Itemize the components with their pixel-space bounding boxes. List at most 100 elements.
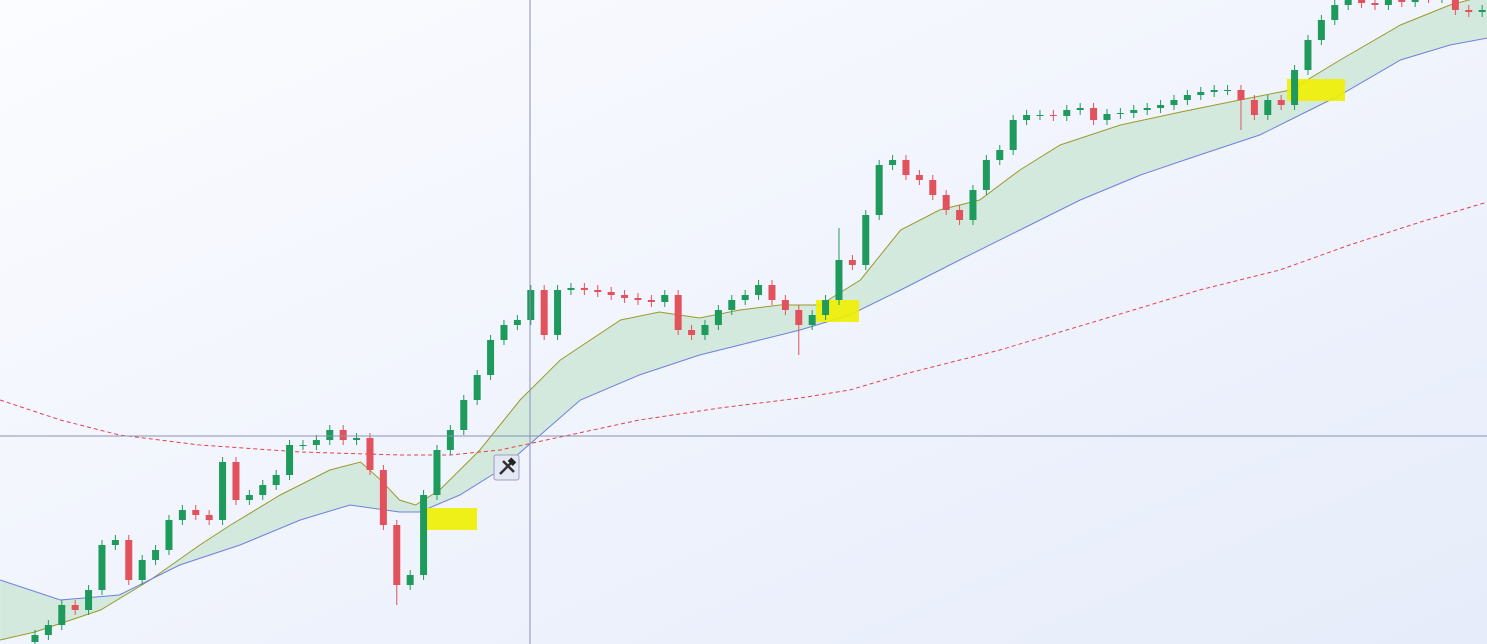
candle-body xyxy=(1411,0,1419,2)
candle-body xyxy=(1304,40,1312,70)
candle-body xyxy=(460,400,468,430)
candle-body xyxy=(915,175,923,180)
candle-body xyxy=(138,560,146,580)
candle-body xyxy=(755,285,763,295)
candle-body xyxy=(178,510,186,520)
candle-body xyxy=(768,285,776,300)
candle-body xyxy=(1036,115,1044,116)
candle-body xyxy=(1237,90,1245,100)
candle-body xyxy=(98,545,106,590)
candle-body xyxy=(111,540,119,545)
candle-body xyxy=(1090,108,1098,120)
candle-body xyxy=(259,485,267,495)
candle-body xyxy=(996,150,1004,160)
candle-body xyxy=(1451,0,1459,10)
candle-body xyxy=(835,260,843,300)
candle-body xyxy=(701,325,709,335)
candle-body xyxy=(192,510,200,515)
candle-body xyxy=(1264,100,1272,115)
candle-body xyxy=(1183,95,1191,100)
candle-body xyxy=(366,438,374,470)
candle-body xyxy=(1277,100,1285,105)
candle-body xyxy=(567,288,575,290)
candle-body xyxy=(862,215,870,265)
candle-body xyxy=(152,550,160,560)
tool-glyph xyxy=(499,460,515,475)
candle-body xyxy=(312,440,320,445)
candle-body xyxy=(822,300,830,315)
candle-body xyxy=(71,605,79,610)
candle-body xyxy=(500,325,508,340)
candle-body xyxy=(1331,5,1339,20)
candle-body xyxy=(942,195,950,210)
candle-body xyxy=(674,295,682,330)
candle-body xyxy=(982,160,990,190)
candle-body xyxy=(1130,110,1138,113)
candle-body xyxy=(594,290,602,292)
candle-body xyxy=(1371,3,1379,5)
candle-body xyxy=(540,290,548,335)
candle-body xyxy=(1358,0,1366,3)
candle-body xyxy=(607,292,615,295)
candle-body xyxy=(848,260,856,265)
candle-body xyxy=(902,160,910,175)
candle-body xyxy=(661,295,669,302)
candle-body xyxy=(353,438,361,440)
candle-body xyxy=(232,462,240,500)
candle-body xyxy=(487,340,495,375)
candle-body xyxy=(1076,108,1084,110)
candle-body xyxy=(1063,110,1071,116)
candle-body xyxy=(728,300,736,310)
candle-body xyxy=(875,165,883,215)
candle-body xyxy=(1116,113,1124,114)
candle-body xyxy=(406,575,414,585)
candle-body xyxy=(219,462,227,520)
candle-body xyxy=(286,445,294,475)
candle-body xyxy=(1143,108,1151,110)
candle-body xyxy=(781,300,789,310)
candle-body xyxy=(1157,105,1165,108)
candle-body xyxy=(339,430,347,440)
candle-body xyxy=(795,310,803,325)
indicator-line xyxy=(0,201,1487,456)
highlight xyxy=(1287,79,1345,101)
candle-body xyxy=(554,290,562,335)
indicator-line xyxy=(0,37,1487,601)
candle-body xyxy=(621,295,629,298)
candle-body xyxy=(393,525,401,585)
candle-body xyxy=(85,590,93,610)
candle-body xyxy=(165,520,173,550)
candle-body xyxy=(688,330,696,335)
candle-body xyxy=(513,320,521,325)
candle-body xyxy=(647,300,655,302)
candle-body xyxy=(272,475,280,485)
candle-body xyxy=(741,295,749,300)
candle-body xyxy=(205,515,213,520)
candle-body xyxy=(1009,120,1017,150)
candle-body xyxy=(1250,100,1258,115)
tool-icon[interactable] xyxy=(493,454,520,481)
candle-body xyxy=(580,288,588,290)
candle-body xyxy=(1224,90,1232,91)
candle-body xyxy=(808,315,816,325)
candle-body xyxy=(929,180,937,195)
candle-body xyxy=(1478,10,1486,12)
candle-body xyxy=(1291,70,1299,105)
candle-body xyxy=(446,430,454,450)
candle-body xyxy=(1210,90,1218,92)
candle-body xyxy=(44,625,52,635)
candle-body xyxy=(969,190,977,220)
candle-body xyxy=(379,470,387,525)
candle-body xyxy=(1344,0,1352,5)
tool-glyph xyxy=(507,457,517,466)
candle-body xyxy=(299,445,307,446)
candle-body xyxy=(1197,92,1205,95)
candle-body xyxy=(31,635,39,642)
candle-body xyxy=(1465,10,1473,12)
candle-body xyxy=(245,495,253,500)
candle-body xyxy=(1398,0,1406,2)
